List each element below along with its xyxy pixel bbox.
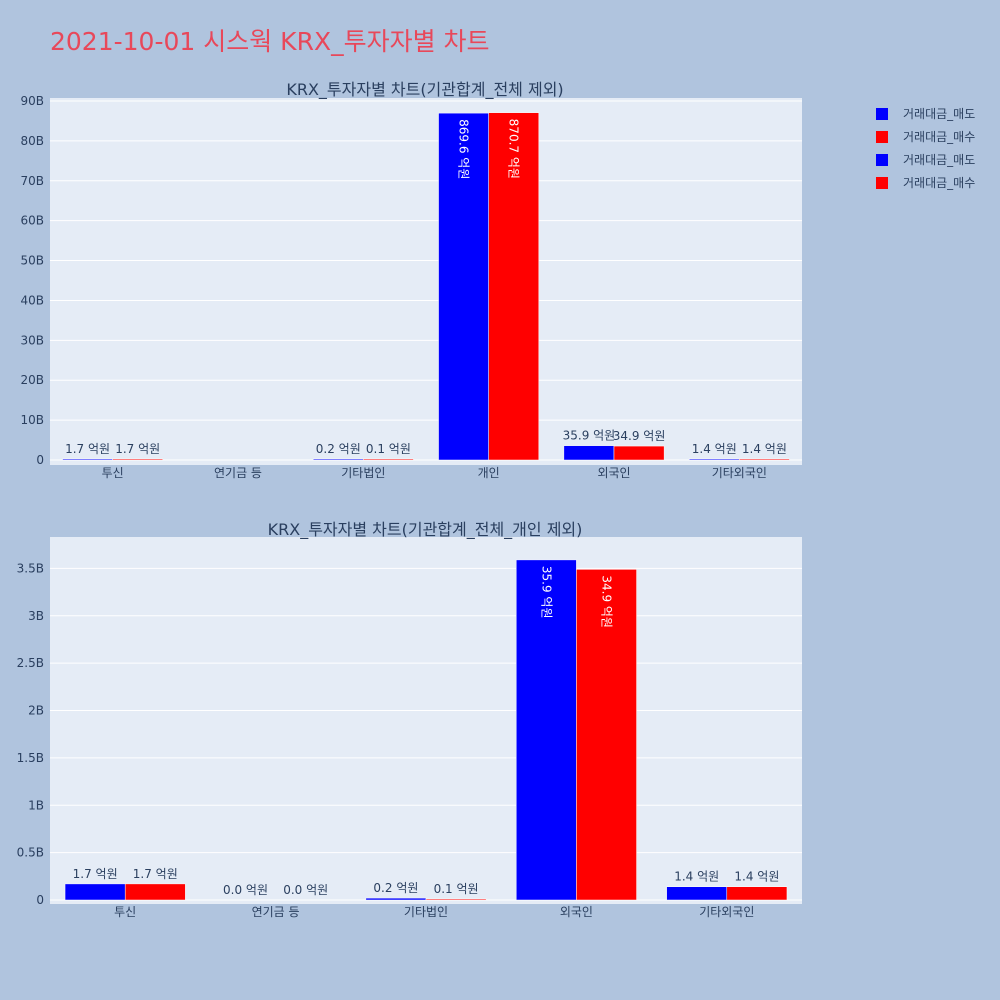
data-label: 35.9 억원 — [539, 566, 553, 619]
x-tick-label: 기타외국인 — [712, 466, 767, 480]
bar — [576, 569, 637, 901]
y-tick-label: 0 — [36, 893, 44, 907]
data-label: 34.9 억원 — [613, 429, 666, 443]
data-label: 1.7 억원 — [115, 442, 160, 456]
y-tick-label: 30B — [20, 333, 44, 347]
bar — [363, 458, 414, 461]
bar — [666, 886, 728, 901]
data-label: 0.2 억원 — [316, 442, 361, 456]
x-tick-label: 개인 — [478, 466, 500, 480]
legend-label: 거래대금_매수 — [903, 176, 975, 190]
y-tick-label: 3B — [28, 609, 44, 623]
y-tick-label: 40B — [20, 293, 44, 307]
bar — [613, 445, 665, 461]
chart-title: KRX_투자자별 차트(기관합계_전체_개인 제외) — [268, 520, 583, 540]
plot-area — [50, 98, 802, 465]
y-tick-label: 10B — [20, 413, 44, 427]
x-tick-label: 외국인 — [597, 466, 630, 480]
y-tick-label: 1.5B — [17, 751, 44, 765]
y-tick-label: 3.5B — [17, 561, 44, 575]
y-tick-label: 50B — [20, 254, 44, 268]
x-tick-label: 연기금 등 — [214, 466, 262, 480]
y-tick-label: 1B — [28, 798, 44, 812]
y-tick-label: 0.5B — [17, 846, 44, 860]
data-label: 869.6 억원 — [457, 119, 471, 179]
bar — [64, 883, 126, 901]
bar — [62, 458, 113, 461]
bar — [739, 458, 790, 461]
y-tick-label: 2.5B — [17, 656, 44, 670]
data-label: 0.1 억원 — [366, 442, 411, 456]
x-tick-label: 외국인 — [560, 905, 593, 919]
bar — [563, 445, 615, 461]
bar — [365, 897, 427, 901]
data-label: 0.0 억원 — [223, 883, 268, 897]
y-tick-label: 70B — [20, 174, 44, 188]
x-tick-label: 기타법인 — [404, 905, 448, 919]
bar — [438, 112, 489, 461]
legend-label: 거래대금_매도 — [903, 153, 975, 167]
data-label: 1.4 억원 — [742, 442, 787, 456]
bar — [124, 883, 186, 901]
legend-label: 거래대금_매수 — [903, 130, 975, 144]
data-label: 1.7 억원 — [65, 442, 110, 456]
bar — [726, 886, 788, 901]
chart-title: KRX_투자자별 차트(기관합계_전체 제외) — [286, 80, 563, 100]
legend-swatch — [876, 108, 888, 120]
y-tick-label: 20B — [20, 373, 44, 387]
bar — [515, 559, 577, 901]
bar — [112, 458, 164, 461]
data-label: 0.1 억원 — [434, 882, 479, 896]
x-tick-label: 기타외국인 — [699, 905, 754, 919]
legend-swatch — [876, 154, 888, 166]
chart-1: 0 10B 20B 30B 40B 50B 60B 70B 80B 90B KRX_투자자별 차트(… — [20, 80, 802, 480]
x-tick-label: 투신 — [114, 905, 136, 919]
data-label: 0.2 억원 — [373, 881, 418, 895]
y-tick-label: 80B — [20, 134, 44, 148]
data-label: 1.7 억원 — [73, 867, 118, 881]
data-label: 34.9 억원 — [599, 575, 613, 628]
data-label: 1.4 억원 — [692, 442, 737, 456]
x-tick-label: 투신 — [102, 466, 124, 480]
data-label: 1.4 억원 — [674, 870, 719, 884]
data-label: 870.7 억원 — [507, 119, 521, 179]
x-tick-label: 연기금 등 — [252, 905, 300, 919]
bar — [688, 458, 740, 461]
page-title: 2021-10-01 시스웍 KRX_투자자별 차트 — [50, 27, 490, 56]
y-tick-label: 90B — [20, 94, 44, 108]
y-tick-label: 0 — [36, 453, 44, 467]
data-label: 1.7 억원 — [133, 867, 178, 881]
legend-swatch — [876, 131, 888, 143]
data-label: 35.9 억원 — [563, 429, 616, 443]
plot-area — [50, 537, 802, 904]
bar — [488, 112, 540, 461]
bar — [312, 458, 364, 461]
chart-2: 0 0.5B 1B 1.5B 2B 2.5B 3B 3.5B KRX_투자자별 차트(기관합계_… — [17, 520, 802, 919]
y-tick-label: 60B — [20, 214, 44, 228]
legend-label: 거래대금_매도 — [903, 107, 975, 121]
data-label: 1.4 억원 — [734, 870, 779, 884]
bar — [425, 898, 487, 901]
y-tick-label: 2B — [28, 704, 44, 718]
x-tick-label: 기타법인 — [341, 466, 385, 480]
data-label: 0.0 억원 — [283, 883, 328, 897]
legend-swatch — [876, 177, 888, 189]
